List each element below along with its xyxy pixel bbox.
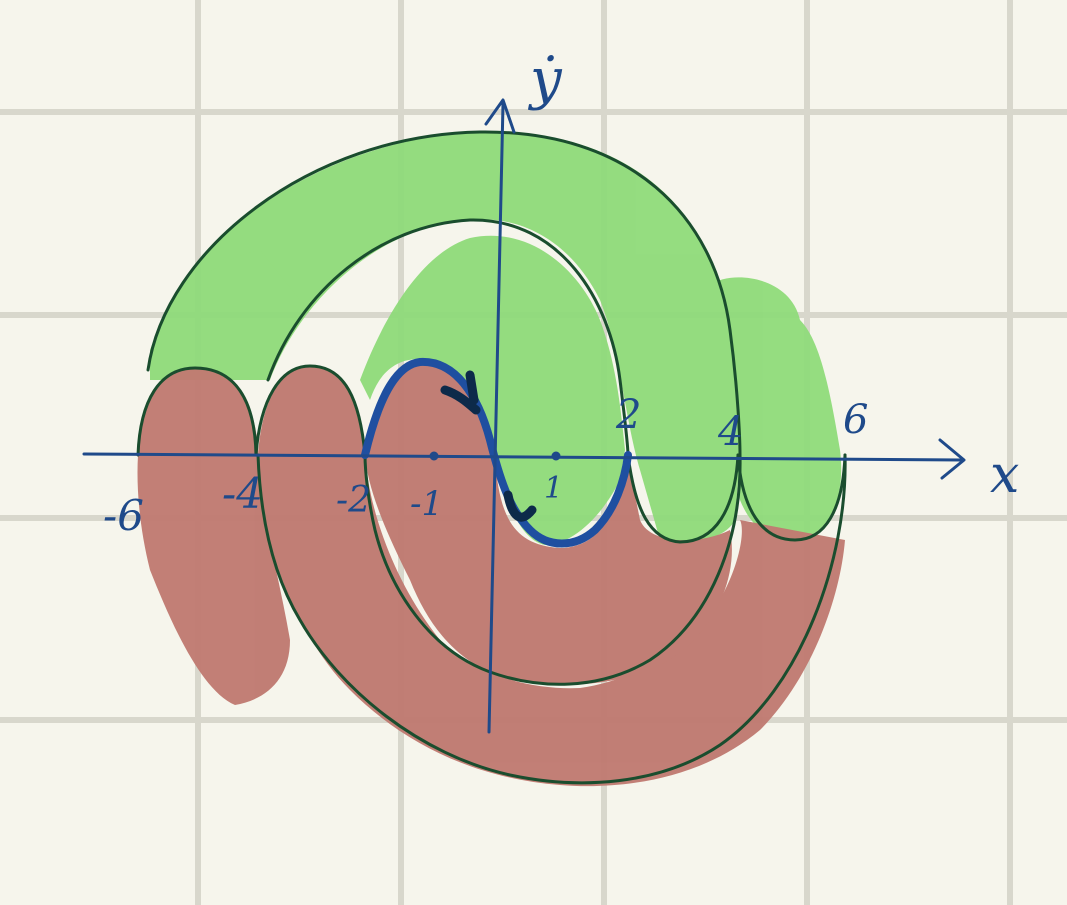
y-axis <box>487 102 505 734</box>
green-outer-band <box>150 131 740 542</box>
tick-label-minus2: -2 <box>336 480 371 521</box>
tick-label-4: 4 <box>717 409 743 455</box>
phase-curves <box>136 130 847 785</box>
red-inner-lobe <box>365 360 732 685</box>
red-lower-band <box>258 366 845 787</box>
red-region <box>137 360 845 787</box>
bump-minus6-minus4 <box>136 366 258 457</box>
x-axis <box>82 452 964 462</box>
inner-lower-curve <box>363 453 742 686</box>
tick-label-minus4: -4 <box>222 469 263 518</box>
tick-label-minus1: -1 <box>410 484 443 524</box>
dark-mark-lower <box>503 490 537 522</box>
y-axis-label: ẏ <box>527 47 563 112</box>
highlighted-trajectory <box>361 357 632 548</box>
axes <box>82 98 966 734</box>
dark-mark-upper <box>440 370 481 415</box>
inner-spiral-curve <box>266 218 630 457</box>
tick-label-minus6: -6 <box>103 491 144 540</box>
green-right-lobe <box>710 277 842 541</box>
bump-minus4-minus2 <box>254 364 367 457</box>
outer-spiral-curve <box>146 130 742 457</box>
tick-label-1: 1 <box>544 471 563 506</box>
tick-dot-1 <box>551 451 561 461</box>
green-region <box>150 131 842 546</box>
tick-label-2: 2 <box>615 392 641 438</box>
tick-dot-minus1 <box>429 451 439 461</box>
dip-4-6 <box>736 453 847 542</box>
green-inner-region <box>360 235 625 546</box>
y-axis-arrow <box>484 98 516 134</box>
tick-label-6: 6 <box>843 397 868 443</box>
red-left-lobe <box>137 368 290 705</box>
blue-curve <box>361 357 632 548</box>
x-axis-label: x <box>990 445 1019 505</box>
dip-2-4 <box>626 453 740 544</box>
green-left-fill <box>150 250 300 370</box>
x-axis-arrow <box>938 438 966 480</box>
outer-lower-curve <box>256 453 847 785</box>
